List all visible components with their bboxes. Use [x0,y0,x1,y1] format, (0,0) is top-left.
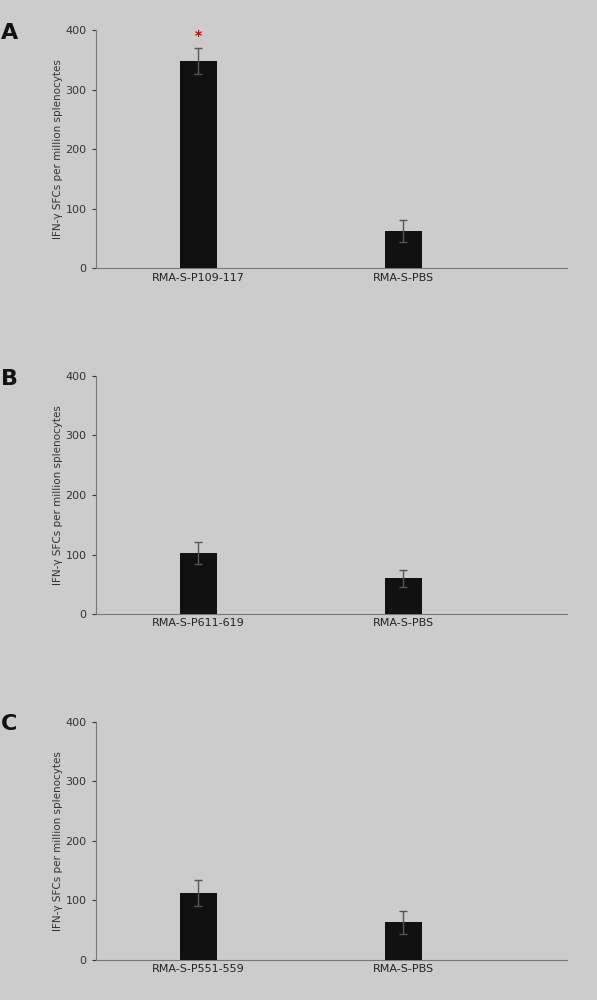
Y-axis label: IFN-γ SFCs per million splenocytes: IFN-γ SFCs per million splenocytes [53,405,63,585]
Bar [180,893,217,960]
Text: B: B [1,369,18,389]
Y-axis label: IFN-γ SFCs per million splenocytes: IFN-γ SFCs per million splenocytes [53,751,63,931]
Bar [180,553,217,614]
Bar [384,922,421,960]
Text: *: * [195,29,202,43]
Bar [384,231,421,268]
Bar [384,578,421,614]
Text: C: C [1,714,17,734]
Y-axis label: IFN-γ SFCs per million splenocytes: IFN-γ SFCs per million splenocytes [53,59,63,239]
Bar [180,61,217,268]
Text: A: A [1,23,19,43]
